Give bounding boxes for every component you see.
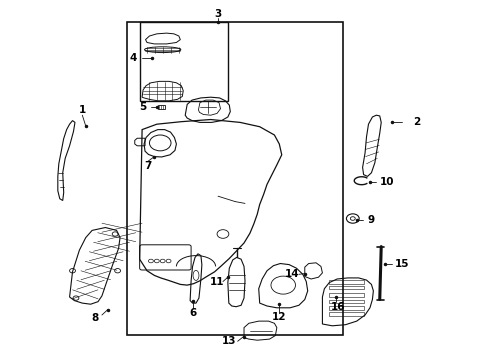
Bar bbox=[329, 312, 364, 316]
Text: 8: 8 bbox=[91, 312, 98, 323]
Text: 13: 13 bbox=[222, 336, 237, 346]
Bar bbox=[329, 286, 364, 289]
Text: 5: 5 bbox=[140, 102, 147, 112]
Bar bbox=[158, 105, 165, 109]
Text: 1: 1 bbox=[79, 105, 86, 115]
Text: 4: 4 bbox=[129, 53, 137, 63]
Text: 9: 9 bbox=[368, 215, 375, 225]
Bar bbox=[329, 306, 364, 310]
Text: 11: 11 bbox=[210, 276, 224, 287]
Text: 7: 7 bbox=[144, 161, 152, 171]
Text: 12: 12 bbox=[272, 312, 287, 322]
Text: 3: 3 bbox=[215, 9, 221, 19]
Text: 14: 14 bbox=[285, 269, 299, 279]
Text: 2: 2 bbox=[413, 117, 420, 127]
Bar bbox=[140, 22, 228, 101]
Bar bbox=[329, 293, 364, 297]
Text: 16: 16 bbox=[331, 302, 345, 312]
Bar bbox=[329, 300, 364, 303]
Bar bbox=[127, 22, 343, 335]
Text: 15: 15 bbox=[394, 258, 409, 269]
Text: 6: 6 bbox=[189, 308, 196, 318]
Text: 10: 10 bbox=[380, 177, 394, 187]
Bar bbox=[329, 280, 364, 284]
